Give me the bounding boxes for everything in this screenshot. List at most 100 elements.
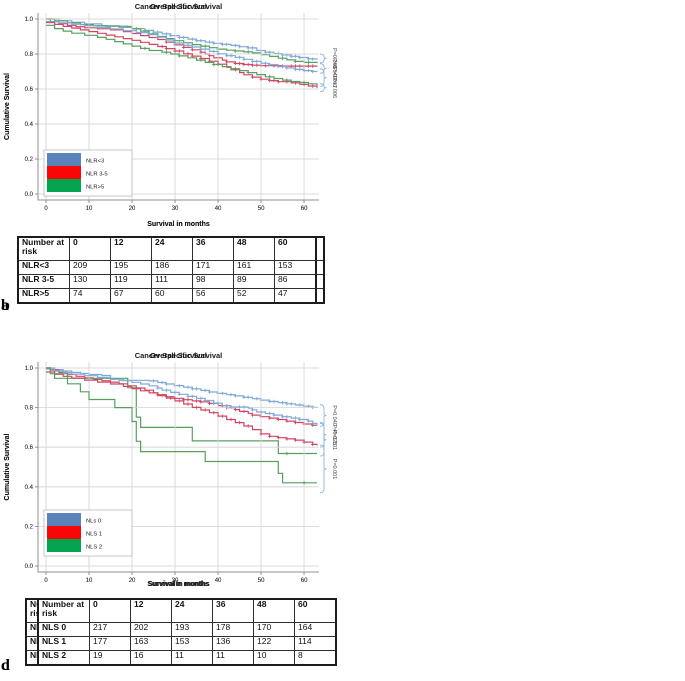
x-tick-label: 60	[301, 206, 308, 212]
risk-table-cell: 171	[192, 260, 234, 275]
x-tick-label: 60	[301, 578, 308, 584]
risk-table-cell: 86	[274, 274, 317, 289]
risk-table-row-label: NLR>5	[17, 288, 70, 304]
x-tick-label: 10	[86, 206, 93, 212]
y-tick-label: 0.2	[25, 157, 34, 163]
risk-table-row-label: NLS 2	[37, 650, 90, 666]
x-tick-label: 10	[86, 206, 93, 212]
risk-table-row-label: NLS 0	[37, 622, 90, 637]
risk-table-cell: 193	[171, 622, 213, 637]
x-tick-label: 50	[258, 578, 265, 584]
x-tick-label: 50	[258, 578, 265, 584]
risk-table-cell: 89	[233, 274, 275, 289]
risk-table-row: NLS 0 217 202 193 178 170 164	[37, 622, 337, 637]
risk-table-header-cell: 12	[110, 236, 152, 261]
x-axis-label: Survival in months	[147, 221, 210, 228]
risk-table-cell: 164	[294, 622, 337, 637]
panel-letter-c: c	[1, 657, 9, 674]
x-tick-label: 0	[44, 578, 48, 584]
risk-table-cell: 60	[151, 288, 193, 304]
y-tick-label: 0.6	[25, 87, 34, 93]
x-tick-label: 0	[44, 206, 48, 212]
x-tick-label: 40	[215, 206, 222, 212]
risk-table-cell: 153	[274, 260, 317, 275]
x-tick-label: 50	[258, 206, 265, 212]
risk-table-cell: 111	[151, 274, 193, 289]
x-tick-label: 30	[172, 206, 179, 212]
axes	[37, 362, 319, 573]
risk-table-b: Number at risk 0 12 24 36 48 60 NLR<3 209 195 186 1…	[17, 236, 317, 304]
risk-table-header-cell: 12	[130, 598, 172, 623]
risk-table-row: NLS 2 19 16 11 11 10 8	[37, 650, 337, 666]
risk-table-cell: 8	[294, 650, 337, 666]
risk-table-row-label: NLR<3	[17, 260, 70, 275]
pvalue-label-1: P=0.006	[331, 77, 337, 98]
legend-swatch-red	[47, 166, 81, 179]
risk-table-cell: 56	[192, 288, 234, 304]
risk-table-header-cell: 0	[69, 236, 111, 261]
legend-label: NLR>5	[86, 185, 104, 191]
legend-swatch-blue	[47, 513, 81, 526]
risk-table-cell: 178	[212, 622, 254, 637]
y-tick-label: 0.2	[25, 157, 34, 163]
risk-table-header-cell: 24	[151, 236, 193, 261]
risk-table-cell: 11	[212, 650, 254, 666]
risk-table-cell: 10	[253, 650, 295, 666]
panel-letter-d: d	[1, 657, 10, 674]
y-tick-label: 0.4	[25, 485, 34, 491]
pvalue-label-0: P=0.025	[331, 424, 337, 445]
risk-table-cell: 119	[110, 274, 152, 289]
x-tick-label: 20	[129, 578, 136, 584]
x-tick-label: 20	[129, 578, 136, 584]
x-tick-label: 20	[129, 206, 136, 212]
risk-table-row-label: NLR 3-5	[17, 274, 70, 289]
y-tick-label: 0.6	[25, 445, 34, 451]
panel-letter-a: a	[1, 297, 9, 314]
x-tick-label: 30	[172, 578, 179, 584]
risk-table-cell: 47	[274, 288, 317, 304]
pvalue-brace-0	[319, 422, 327, 448]
risk-table-cell: 170	[253, 622, 295, 637]
y-tick-label: 0.2	[25, 524, 34, 530]
legend-label: NLS 2	[86, 545, 102, 551]
legend-label: NLS 1	[86, 532, 102, 538]
censor-marks-green	[143, 46, 306, 85]
risk-table-cell: 98	[192, 274, 234, 289]
risk-table-cell: 19	[89, 650, 131, 666]
censor-marks-green	[285, 451, 289, 456]
legend-label: NLs 0	[86, 519, 101, 525]
risk-table-cell: 195	[110, 260, 152, 275]
survival-curve-green	[46, 18, 318, 64]
y-tick-label: 0.8	[25, 52, 34, 58]
x-tick-label: 60	[301, 578, 308, 584]
risk-table-header-cell: 60	[294, 598, 337, 623]
panel-letter-b: b	[1, 297, 10, 314]
survival-curve-blue	[46, 21, 318, 73]
y-tick-label: 0.0	[25, 192, 34, 198]
risk-table-cell: 186	[151, 260, 193, 275]
tick-marks	[35, 367, 305, 575]
pvalue-brace-0	[319, 53, 327, 64]
risk-table-cell: 209	[69, 260, 111, 275]
risk-table-header-cell: 24	[171, 598, 213, 623]
legend-swatch-green	[47, 179, 81, 192]
censor-marks-red	[160, 393, 315, 447]
y-tick-label: 0.0	[25, 192, 34, 198]
risk-table-cell: 130	[69, 274, 111, 289]
x-tick-label: 0	[44, 578, 48, 584]
km-chart-overall-nls: 1.0 0.8 0.6 0.4 0.2 0.0 0 10 20 30 40 50 60 NLs 0 NLS …	[4, 352, 337, 588]
pvalue-label-1: P=0.001	[331, 459, 337, 480]
legend-swatch-red	[47, 526, 81, 539]
x-tick-label: 20	[129, 206, 136, 212]
risk-table-header-cell: Number at risk	[37, 598, 90, 623]
x-tick-label: 40	[215, 578, 222, 584]
x-tick-label: 60	[301, 206, 308, 212]
panel-b: 1.0 0.8 0.6 0.4 0.2 0.0 0 10 20 30 40 50 60 NLR<3 NLR …	[0, 0, 343, 340]
y-axis-label: Cumulative Survival	[4, 433, 11, 500]
y-tick-label: 0.8	[25, 406, 34, 412]
pvalue-brace-1	[319, 444, 327, 494]
y-tick-label: 1.0	[25, 366, 34, 372]
survival-curve-blue	[46, 368, 318, 426]
x-tick-label: 10	[86, 578, 93, 584]
